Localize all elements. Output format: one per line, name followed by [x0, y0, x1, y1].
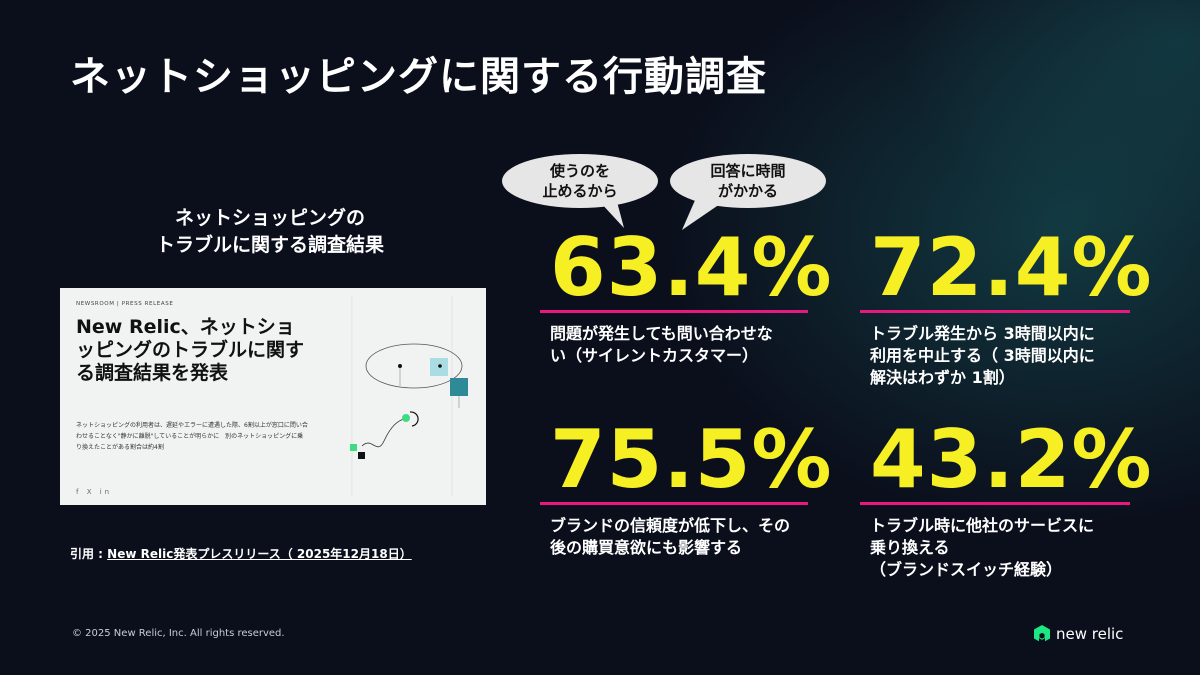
new-relic-logo-icon [1034, 625, 1050, 642]
copyright: © 2025 New Relic, Inc. All rights reserv… [72, 628, 285, 639]
stat-description-line2: い（サイレントカスタマー） [550, 346, 759, 365]
survey-heading: ネットショッピングの トラブルに関する調査結果 [120, 205, 420, 259]
citation: 引用 : New Relic発表プレスリリース（ 2025年12月18日） [70, 545, 412, 562]
stat-description-line1: トラブル時に他社のサービスに [870, 516, 1095, 535]
stat-description-line3: （ブランドスイッチ経験） [870, 560, 1063, 579]
stat-description-line1: ブランドの信頼度が低下し、その [550, 516, 791, 535]
stat-value: 72.4% [870, 221, 1153, 314]
stat-description-line2: 乗り換える [870, 538, 950, 557]
survey-heading-line2: トラブルに関する調査結果 [155, 234, 384, 256]
bubble2-line2: がかかる [717, 182, 778, 200]
social-share-icons: f X in [76, 488, 113, 496]
stat-description-line3: 解決はわずか 1割） [870, 368, 1015, 387]
citation-prefix: 引用 : [70, 547, 108, 561]
speech-bubble-takes-time: 回答に時間 がかかる [668, 152, 828, 232]
press-release-link[interactable]: New Relic発表プレスリリース（ 2025年12月18日） [107, 547, 412, 561]
stat-description-line2: 後の購買意欲にも影響する [550, 538, 743, 557]
stat-value: 63.4% [550, 221, 833, 314]
press-release-body: ネットショッピングの利用者は、遅延やエラーに遭遇した際、6割以上が窓口に問い合わ… [76, 422, 308, 451]
stat-underline [540, 310, 808, 313]
stat-underline [860, 310, 1130, 313]
stat-description: トラブル時に他社のサービスに 乗り換える （ブランドスイッチ経験） [860, 515, 1130, 581]
survey-heading-line1: ネットショッピングの [174, 207, 365, 229]
page-title: ネットショッピングに関する行動調査 [70, 54, 767, 100]
press-release-headline: New Relic、ネットショッピングのトラブルに関する調査結果を発表 [76, 316, 305, 384]
stat-underline [860, 502, 1130, 505]
bubble1-line2: 止めるから [542, 182, 618, 200]
speech-bubble-stop-using: 使うのを 止めるから [500, 152, 660, 232]
stat-brand-trust: 75.5% ブランドの信頼度が低下し、その 後の購買意欲にも影響する [540, 413, 833, 559]
stat-value: 75.5% [550, 413, 833, 506]
stat-description: ブランドの信頼度が低下し、その 後の購買意欲にも影響する [540, 515, 808, 559]
new-relic-logo-text: new relic [1056, 625, 1124, 643]
stat-silent-customer: 63.4% 問題が発生しても問い合わせな い（サイレントカスタマー） [540, 221, 833, 367]
stat-brand-switch: 43.2% トラブル時に他社のサービスに 乗り換える （ブランドスイッチ経験） [860, 413, 1153, 581]
bubble2-line1: 回答に時間 [710, 162, 786, 180]
stat-description: 問題が発生しても問い合わせな い（サイレントカスタマー） [540, 323, 808, 367]
new-relic-logo: new relic [1034, 625, 1123, 643]
bubble1-line1: 使うのを [549, 162, 610, 180]
stat-underline [540, 502, 808, 505]
stat-stop-within-3h: 72.4% トラブル発生から 3時間以内に 利用を中止する（ 3時間以内に 解決… [860, 221, 1153, 389]
stat-description-line1: 問題が発生しても問い合わせな [550, 324, 773, 343]
press-release-illustration [350, 296, 468, 496]
stat-description: トラブル発生から 3時間以内に 利用を中止する（ 3時間以内に 解決はわずか 1… [860, 323, 1130, 389]
press-release-nav: NEWSROOM | PRESS RELEASE [76, 301, 174, 307]
stat-description-line2: 利用を中止する（ 3時間以内に [870, 346, 1095, 365]
press-release-thumbnail: NEWSROOM | PRESS RELEASE New Relic、ネットショ… [60, 288, 486, 505]
stat-value: 43.2% [870, 413, 1153, 506]
stat-description-line1: トラブル発生から 3時間以内に [870, 324, 1095, 343]
